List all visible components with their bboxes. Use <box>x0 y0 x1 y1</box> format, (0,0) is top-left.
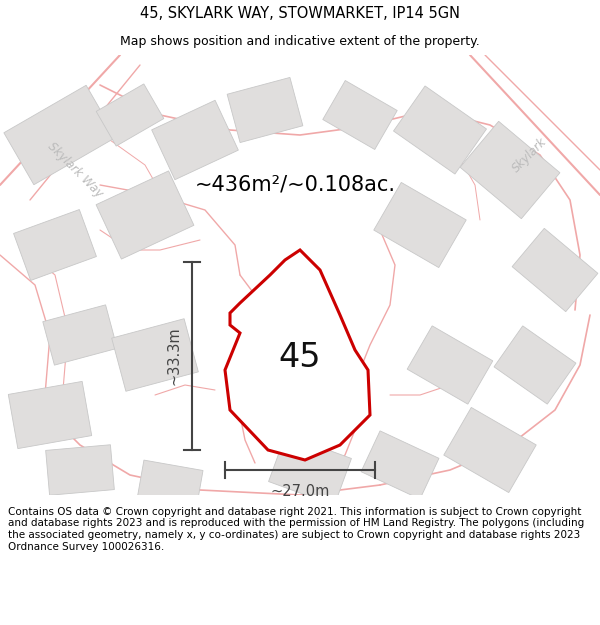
Polygon shape <box>96 171 194 259</box>
Polygon shape <box>112 319 199 391</box>
Text: 45: 45 <box>278 341 321 374</box>
Polygon shape <box>512 228 598 312</box>
Polygon shape <box>494 326 576 404</box>
Polygon shape <box>14 209 97 281</box>
Polygon shape <box>394 86 487 174</box>
Polygon shape <box>152 100 238 180</box>
Polygon shape <box>323 81 397 149</box>
Polygon shape <box>137 460 203 510</box>
Polygon shape <box>444 408 536 492</box>
Text: Skylark Way: Skylark Way <box>45 140 105 200</box>
Text: ~27.0m: ~27.0m <box>271 484 329 499</box>
Polygon shape <box>374 182 466 268</box>
Polygon shape <box>96 84 164 146</box>
Polygon shape <box>8 381 92 449</box>
Text: ~33.3m: ~33.3m <box>167 327 182 385</box>
Polygon shape <box>4 85 116 185</box>
Polygon shape <box>361 431 439 499</box>
Polygon shape <box>460 121 560 219</box>
Text: Map shows position and indicative extent of the property.: Map shows position and indicative extent… <box>120 35 480 48</box>
Polygon shape <box>46 445 115 495</box>
Text: 45, SKYLARK WAY, STOWMARKET, IP14 5GN: 45, SKYLARK WAY, STOWMARKET, IP14 5GN <box>140 6 460 21</box>
Polygon shape <box>407 326 493 404</box>
Text: ~436m²/~0.108ac.: ~436m²/~0.108ac. <box>194 175 395 195</box>
Polygon shape <box>227 78 303 142</box>
Polygon shape <box>225 250 370 460</box>
Text: Skylark: Skylark <box>510 135 550 175</box>
Text: Contains OS data © Crown copyright and database right 2021. This information is : Contains OS data © Crown copyright and d… <box>8 507 584 551</box>
Polygon shape <box>269 434 352 506</box>
Polygon shape <box>43 305 117 365</box>
